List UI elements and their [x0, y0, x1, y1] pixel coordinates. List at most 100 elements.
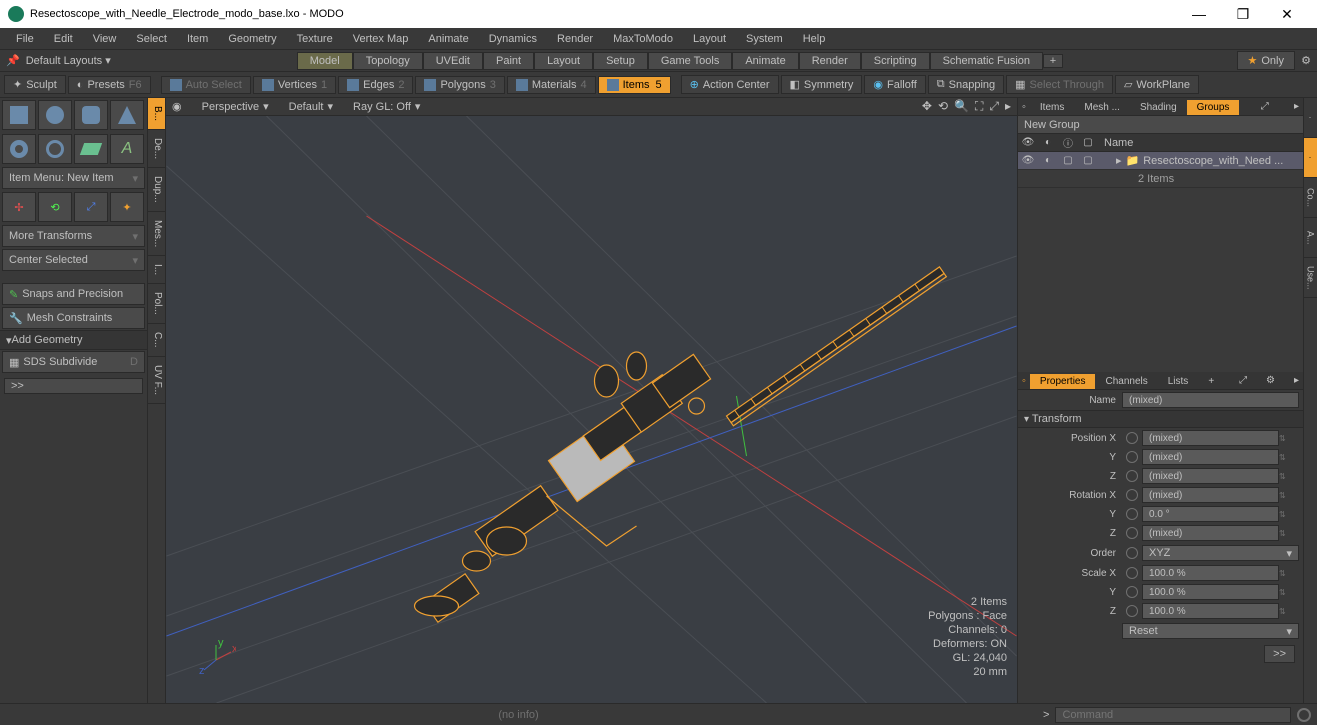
orbit-icon[interactable]: ⟲	[938, 99, 948, 114]
more-transforms-dropdown[interactable]: More Transforms▾	[2, 225, 145, 247]
rotate-tool-button[interactable]: ⟲	[38, 192, 72, 222]
layout-tab-setup[interactable]: Setup	[593, 52, 648, 70]
menu-texture[interactable]: Texture	[287, 33, 343, 45]
add-geometry-header[interactable]: ▾ Add Geometry	[0, 330, 147, 350]
vtab[interactable]: B...	[148, 98, 165, 130]
plane-primitive-button[interactable]	[74, 134, 108, 164]
select-icon[interactable]: ▢	[1078, 137, 1098, 148]
add-layout-button[interactable]: +	[1043, 54, 1063, 68]
side-tab[interactable]: Co...	[1304, 178, 1317, 218]
only-button[interactable]: ★Only	[1237, 51, 1296, 70]
value-field[interactable]: (mixed)	[1142, 430, 1279, 446]
vtab[interactable]: UV F...	[148, 357, 165, 404]
chevron-icon[interactable]: ▸	[1290, 375, 1303, 386]
close-button[interactable]: ✕	[1265, 0, 1309, 28]
tab-lists[interactable]: Lists	[1158, 374, 1199, 389]
layout-tab-uvedit[interactable]: UVEdit	[423, 52, 483, 70]
spinner-icon[interactable]: ⇅	[1279, 510, 1286, 519]
viewport[interactable]: ◉ Perspective ▾ Default ▾ Ray GL: Off ▾ …	[166, 98, 1017, 703]
raygl-dropdown[interactable]: Ray GL: Off ▾	[353, 100, 420, 113]
spinner-icon[interactable]: ⇅	[1279, 491, 1286, 500]
new-group-button[interactable]: New Group	[1018, 116, 1303, 134]
action-center-button[interactable]: ⊕Action Center	[681, 75, 779, 94]
move-tool-button[interactable]: ✢	[2, 192, 36, 222]
menu-system[interactable]: System	[736, 33, 793, 45]
tab-dot-icon[interactable]: ◦	[1018, 101, 1030, 113]
spinner-icon[interactable]: ⇅	[1279, 529, 1286, 538]
menu-file[interactable]: File	[6, 33, 44, 45]
layout-tab-render[interactable]: Render	[799, 52, 861, 70]
channel-dot[interactable]	[1126, 586, 1138, 598]
layout-tab-scripting[interactable]: Scripting	[861, 52, 930, 70]
spinner-icon[interactable]: ⇅	[1279, 588, 1286, 597]
spinner-icon[interactable]: ⇅	[1279, 434, 1286, 443]
maximize-button[interactable]: ❐	[1221, 0, 1265, 28]
channel-dot[interactable]	[1126, 605, 1138, 617]
channel-dot[interactable]	[1126, 470, 1138, 482]
fit-icon[interactable]: ⛶	[975, 99, 983, 114]
order-field[interactable]: XYZ▾	[1142, 545, 1299, 561]
value-field[interactable]: 100.0 %	[1142, 584, 1279, 600]
presets-button[interactable]: ◐PresetsF6	[68, 76, 151, 94]
snapping-button[interactable]: ⧉Snapping	[928, 75, 1004, 94]
tree-view[interactable]: 👁◐▢▢ ▸📁Resectoscope_with_Need ... 2 Item…	[1018, 152, 1303, 372]
eye-icon[interactable]: 👁	[1018, 137, 1038, 148]
menu-geometry[interactable]: Geometry	[218, 33, 286, 45]
item-menu-dropdown[interactable]: Item Menu: New Item▾	[2, 167, 145, 189]
tab-channels[interactable]: Channels	[1095, 374, 1157, 389]
cylinder-primitive-button[interactable]	[74, 100, 108, 130]
gear-icon[interactable]: ⚙	[1262, 375, 1279, 386]
pan-icon[interactable]: ✥	[922, 99, 932, 114]
center-selected-dropdown[interactable]: Center Selected▾	[2, 249, 145, 271]
value-field[interactable]: (mixed)	[1142, 487, 1279, 503]
items-button[interactable]: Items5	[598, 76, 671, 94]
value-field[interactable]: 100.0 %	[1142, 603, 1279, 619]
menu-render[interactable]: Render	[547, 33, 603, 45]
menu-item[interactable]: Item	[177, 33, 218, 45]
expand-button[interactable]: >>	[4, 378, 143, 394]
spinner-icon[interactable]: ⇅	[1279, 569, 1286, 578]
record-button[interactable]	[1297, 708, 1311, 722]
layout-tab-animate[interactable]: Animate	[732, 52, 798, 70]
spinner-icon[interactable]: ⇅	[1279, 472, 1286, 481]
vtab[interactable]: Pol...	[148, 284, 165, 324]
auto-select-button[interactable]: Auto Select	[161, 76, 251, 94]
menu-animate[interactable]: Animate	[418, 33, 478, 45]
layout-pin-icon[interactable]: 📌	[6, 54, 20, 67]
menu-view[interactable]: View	[83, 33, 127, 45]
side-tab[interactable]: Use...	[1304, 258, 1317, 298]
torus-primitive-button[interactable]	[2, 134, 36, 164]
value-field[interactable]: 0.0 °	[1142, 506, 1279, 522]
lock-icon[interactable]: ⓘ	[1058, 135, 1078, 150]
scale-tool-button[interactable]: ⤢	[74, 192, 108, 222]
settings-gear-icon[interactable]: ⚙	[1295, 54, 1317, 67]
mesh-constraints-button[interactable]: 🔧Mesh Constraints	[2, 307, 145, 329]
perspective-dropdown[interactable]: Perspective ▾	[202, 100, 269, 113]
value-field[interactable]: (mixed)	[1142, 468, 1279, 484]
tab-properties[interactable]: Properties	[1030, 374, 1096, 389]
tab-dot-icon[interactable]: ◦	[1018, 375, 1030, 387]
side-tab[interactable]: A...	[1304, 218, 1317, 258]
cube-primitive-button[interactable]	[2, 100, 36, 130]
tab-+[interactable]: +	[1198, 374, 1224, 389]
falloff-button[interactable]: ◉Falloff	[864, 75, 925, 94]
menu-edit[interactable]: Edit	[44, 33, 83, 45]
vtab[interactable]: I...	[148, 256, 165, 284]
viewport-menu-icon[interactable]: ▸	[1005, 99, 1011, 114]
materials-button[interactable]: Materials4	[507, 76, 596, 94]
chevron-icon[interactable]: ▸	[1290, 101, 1303, 112]
viewport-options-icon[interactable]: ◉	[172, 100, 182, 113]
sphere-primitive-button[interactable]	[38, 100, 72, 130]
side-tab[interactable]: ·	[1304, 98, 1317, 138]
channel-dot[interactable]	[1126, 451, 1138, 463]
render-icon[interactable]: ◐	[1038, 137, 1058, 148]
polygons-button[interactable]: Polygons3	[415, 76, 504, 94]
name-field[interactable]: (mixed)	[1122, 392, 1299, 408]
tab-shading[interactable]: Shading	[1130, 100, 1187, 115]
sculpt-button[interactable]: ✦Sculpt	[4, 75, 66, 94]
channel-dot[interactable]	[1126, 567, 1138, 579]
workplane-button[interactable]: ▱WorkPlane	[1115, 75, 1199, 94]
spinner-icon[interactable]: ⇅	[1279, 453, 1286, 462]
minimize-button[interactable]: —	[1177, 0, 1221, 28]
sds-subdivide-button[interactable]: ▦SDS SubdivideD	[2, 351, 145, 373]
